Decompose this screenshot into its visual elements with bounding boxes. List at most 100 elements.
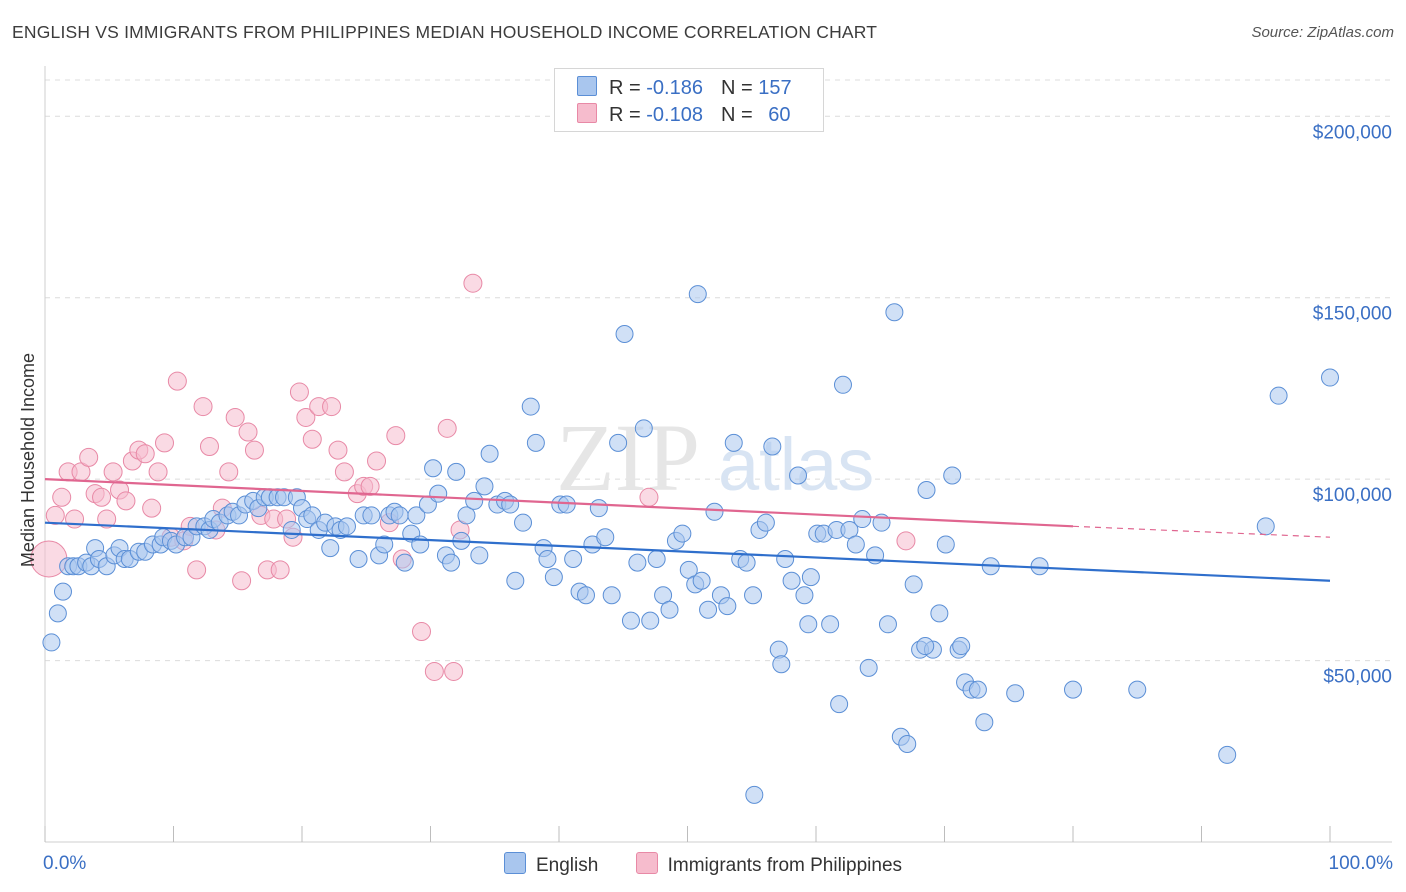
axes	[44, 66, 1392, 843]
data-point-philippines	[135, 444, 155, 464]
data-point-english	[1006, 684, 1025, 703]
data-point-philippines	[45, 505, 65, 525]
data-point-english	[821, 615, 840, 634]
data-point-philippines	[367, 451, 387, 471]
data-point-english	[48, 604, 67, 623]
data-point-english	[602, 586, 621, 605]
data-point-english	[395, 553, 414, 572]
data-point-english	[968, 680, 987, 699]
stats-legend: R = -0.186 N = 157 R = -0.108 N = 60	[554, 68, 824, 132]
data-point-english	[564, 549, 583, 568]
data-point-english	[457, 506, 476, 525]
data-point-philippines	[328, 440, 348, 460]
data-point-english	[756, 513, 775, 532]
data-point-english	[724, 433, 743, 452]
data-point-philippines	[193, 397, 213, 417]
legend-item-philippines[interactable]: Immigrants from Philippines	[635, 852, 903, 877]
data-point-english	[480, 444, 499, 463]
data-point-english	[1030, 557, 1049, 576]
philippines-legend-swatch	[635, 852, 658, 874]
r-value: -0.186	[646, 77, 703, 99]
data-point-english	[878, 615, 897, 634]
data-point-english	[349, 549, 368, 568]
data-point-english	[470, 546, 489, 565]
data-point-philippines	[322, 397, 342, 417]
data-point-english	[917, 481, 936, 500]
legend-item-english[interactable]: English	[503, 852, 599, 877]
data-point-english	[898, 735, 917, 754]
data-point-english	[429, 484, 448, 503]
data-point-english	[930, 604, 949, 623]
r-label: R =	[609, 77, 647, 99]
stats-row-english: R = -0.186 N = 157	[577, 76, 792, 100]
data-point-english	[799, 615, 818, 634]
trend-line-philippines	[44, 478, 1074, 528]
data-point-english	[526, 433, 545, 452]
data-point-philippines	[412, 622, 432, 642]
data-point-english	[424, 459, 443, 478]
data-point-philippines	[103, 462, 123, 482]
data-point-english	[609, 433, 628, 452]
data-point-english	[647, 549, 666, 568]
data-point-english	[859, 658, 878, 677]
data-point-english	[641, 611, 660, 630]
y-tick-label: $150,000	[1313, 304, 1392, 325]
data-point-english	[506, 571, 525, 590]
data-point-english	[1064, 680, 1082, 699]
data-point-philippines	[289, 382, 309, 402]
n-value: 157	[758, 77, 792, 99]
data-point-philippines	[148, 462, 168, 482]
data-point-english	[789, 466, 808, 485]
data-point-english	[699, 600, 718, 619]
data-point-english	[943, 466, 962, 485]
n-label: N =	[720, 104, 759, 126]
x-tick-label: 100.0%	[1329, 853, 1394, 874]
data-point-english	[833, 375, 852, 394]
legend-label-english: English	[535, 855, 599, 876]
data-point-english	[745, 785, 764, 804]
watermark: ZIP atlas	[556, 404, 874, 511]
data-point-english	[718, 597, 737, 616]
data-point-english	[692, 571, 711, 590]
data-point-english	[337, 517, 356, 536]
data-point-philippines	[424, 661, 444, 681]
y-tick-label: $100,000	[1313, 485, 1392, 506]
data-point-philippines	[92, 487, 112, 507]
data-point-english	[447, 462, 466, 481]
n-value: 60	[768, 104, 791, 126]
data-point-english	[589, 499, 608, 518]
data-point-philippines	[219, 462, 239, 482]
r-value: -0.108	[646, 104, 703, 126]
source-label: Source: ZipAtlas.com	[1251, 24, 1394, 41]
data-point-philippines	[296, 407, 316, 427]
data-point-english	[1128, 680, 1147, 699]
data-point-english	[42, 633, 61, 652]
trend-line-english	[44, 521, 1331, 582]
n-label: N =	[720, 77, 759, 99]
data-point-english	[660, 600, 679, 619]
data-point-english	[282, 520, 301, 539]
data-point-english	[628, 553, 647, 572]
data-point-english	[885, 303, 904, 322]
data-point-english	[407, 506, 426, 525]
data-point-english	[846, 535, 865, 554]
y-axis-title: Median Household Income	[18, 353, 38, 567]
philippines-swatch	[577, 103, 597, 123]
data-point-philippines	[444, 661, 464, 681]
data-point-english	[763, 437, 782, 456]
data-point-english	[321, 539, 340, 558]
series-legend: English Immigrants from Philippines	[0, 852, 1406, 877]
watermark-zip: ZIP	[556, 404, 700, 511]
data-point-english	[952, 637, 971, 656]
data-point-english	[782, 571, 801, 590]
data-point-english	[673, 524, 692, 543]
data-point-english	[795, 586, 814, 605]
data-point-english	[390, 506, 409, 525]
data-point-english	[544, 568, 563, 587]
data-point-english	[442, 553, 461, 572]
legend-label-philippines: Immigrants from Philippines	[667, 855, 903, 876]
data-point-english	[501, 495, 520, 514]
data-point-english	[521, 397, 540, 416]
data-point-english	[596, 528, 615, 547]
y-tick-label: $50,000	[1323, 667, 1392, 688]
